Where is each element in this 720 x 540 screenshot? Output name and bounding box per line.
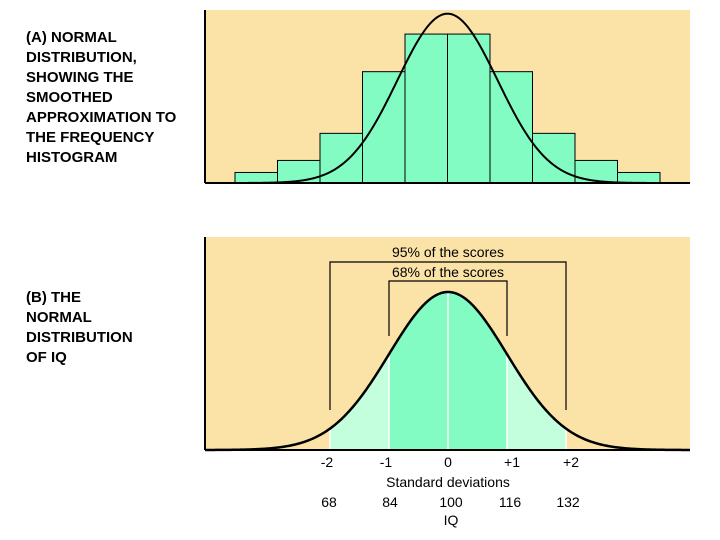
panel-b-caption-line: NORMAL xyxy=(26,309,92,326)
score-annotation-label: 95% of the scores xyxy=(392,244,504,260)
sd-tick-label: +2 xyxy=(563,454,579,470)
sd-tick-label: -2 xyxy=(321,454,334,470)
iq-tick-label: 84 xyxy=(382,494,398,510)
iq-tick-label: 132 xyxy=(556,494,580,510)
iq-tick-label: 100 xyxy=(439,494,463,510)
sd-tick-label: -1 xyxy=(380,454,393,470)
score-bracket xyxy=(388,280,508,336)
histogram-bar xyxy=(277,159,321,184)
panel-b-caption: (B) THE NORMAL DISTRIBUTION OF IQ xyxy=(26,288,133,368)
score-bracket xyxy=(329,261,567,410)
panel-a-caption-line: DISTRIBUTION, xyxy=(26,49,137,66)
histogram-bar xyxy=(617,171,661,184)
iq-axis-label: IQ xyxy=(444,512,459,528)
histogram-bar xyxy=(234,171,278,184)
iq-tick-label: 68 xyxy=(321,494,337,510)
panel-a-caption-line: (A) NORMAL xyxy=(26,29,117,46)
histogram-bar xyxy=(489,71,533,184)
sd-tick-label: 0 xyxy=(444,454,452,470)
panel-a-caption-line: HISTOGRAM xyxy=(26,149,118,166)
panel-a-caption-line: APPROXIMATION TO xyxy=(26,109,177,126)
histogram-bar xyxy=(319,132,363,184)
panel-a-caption-line: THE FREQUENCY xyxy=(26,129,155,146)
score-annotation-label: 68% of the scores xyxy=(392,264,504,280)
panel-b-caption-line: DISTRIBUTION xyxy=(26,329,133,346)
panel-a-histogram-chart xyxy=(204,10,690,184)
sd-tick-label: +1 xyxy=(504,454,520,470)
histogram-bar xyxy=(404,33,448,184)
panel-b-caption-line: OF IQ xyxy=(26,349,67,366)
panel-b-caption-line: (B) THE xyxy=(26,289,81,306)
histogram-bar xyxy=(574,159,618,184)
panel-a-caption-line: SMOOTHED xyxy=(26,89,113,106)
panel-a-caption: (A) NORMAL DISTRIBUTION, SHOWING THE SMOOTH… xyxy=(26,28,176,168)
histogram-bar xyxy=(447,33,491,184)
normal-curve xyxy=(204,290,690,452)
panel-a-caption-line: SHOWING THE xyxy=(26,69,134,86)
histogram-bar xyxy=(532,132,576,184)
iq-tick-label: 116 xyxy=(499,494,522,510)
histogram-bar xyxy=(362,71,406,184)
x-axis-label: Standard deviations xyxy=(386,474,510,490)
panel-b-iq-chart: 95% of the scores 68% of the scores -2 -1 0 +… xyxy=(204,237,690,528)
